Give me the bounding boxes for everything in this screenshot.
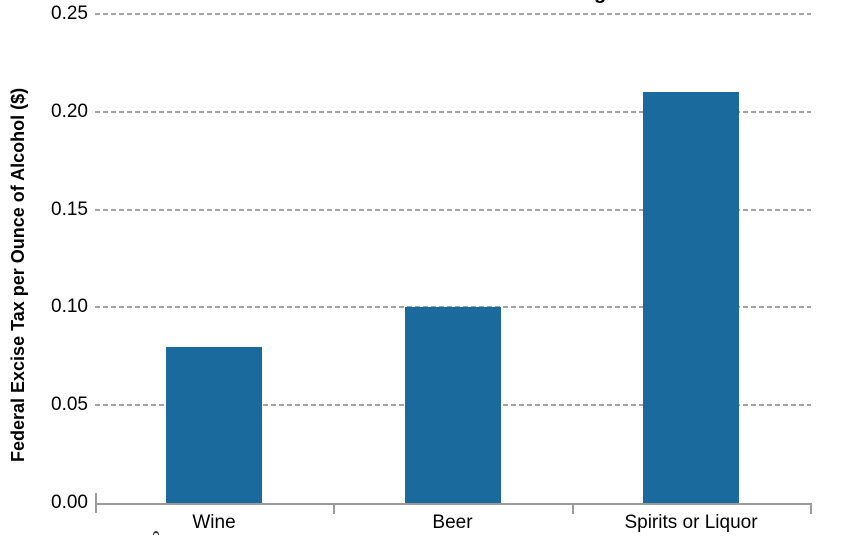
x-axis-tick: [95, 493, 97, 513]
chart-title-cutoff-fragment: g: [594, 0, 606, 5]
bar-wine: [166, 346, 262, 503]
y-tick-label: 0.05: [51, 394, 88, 416]
y-tick-label: 0.25: [51, 3, 88, 24]
y-tick-label: 0.00: [51, 492, 88, 513]
x-category-label-beer: Beer: [432, 512, 473, 533]
y-tick-label: 0.20: [51, 100, 88, 122]
bar-spirits-or-liquor: [643, 92, 739, 503]
x-axis-line: [95, 503, 812, 505]
x-axis-tick: [810, 505, 812, 514]
gridline-0.25: [95, 13, 811, 15]
y-tick-label: 0.10: [51, 296, 88, 318]
x-category-label-spirits-or-liquor: Spirits or Liquor: [624, 512, 758, 533]
x-axis-tick: [572, 505, 574, 514]
x-category-label-wine: Wine: [192, 512, 236, 533]
bar-beer: [404, 307, 501, 503]
x-axis-tick: [333, 505, 335, 514]
gridline-0.15: [95, 208, 811, 211]
gridline-0.20: [95, 110, 811, 113]
y-axis-title: Federal Excise Tax per Ounce of Alcohol …: [8, 87, 28, 462]
cutoff-text-fragment: [153, 531, 159, 535]
y-tick-label: 0.15: [51, 198, 88, 220]
